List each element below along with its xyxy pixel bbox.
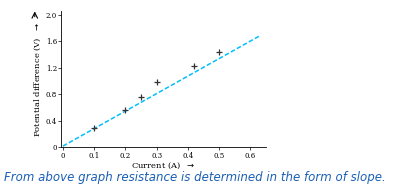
Y-axis label: Potential difference (V)  $\rightarrow$: Potential difference (V) $\rightarrow$ — [33, 22, 43, 137]
Text: From above graph resistance is determined in the form of slope.: From above graph resistance is determine… — [4, 171, 386, 184]
X-axis label: Current (A)  $\rightarrow$: Current (A) $\rightarrow$ — [131, 161, 196, 171]
